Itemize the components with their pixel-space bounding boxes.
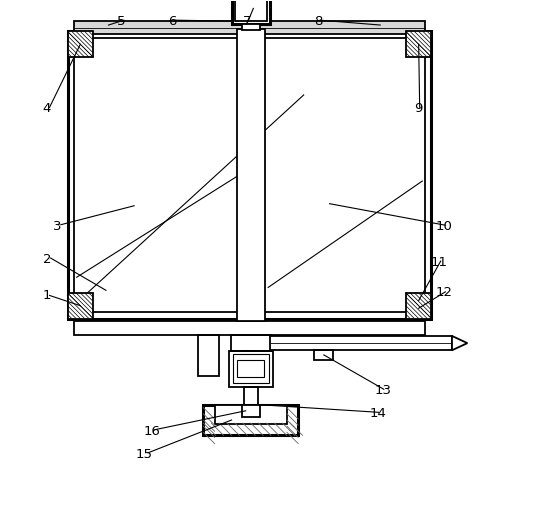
Text: 7: 7 <box>242 15 251 28</box>
Bar <box>68 293 93 319</box>
Bar <box>68 31 93 57</box>
Text: 6: 6 <box>168 15 177 28</box>
Bar <box>204 405 298 435</box>
Text: 16: 16 <box>144 425 160 438</box>
Bar <box>231 336 271 351</box>
Text: 10: 10 <box>436 220 453 233</box>
Text: 12: 12 <box>436 286 453 299</box>
Bar <box>270 336 452 351</box>
Text: 9: 9 <box>415 102 423 115</box>
Bar <box>237 29 265 321</box>
Bar <box>234 0 267 21</box>
Text: 13: 13 <box>374 384 392 397</box>
Text: 2: 2 <box>43 253 51 266</box>
Bar <box>229 351 273 387</box>
Text: 14: 14 <box>369 407 386 420</box>
Bar <box>214 405 287 424</box>
Bar <box>73 21 426 34</box>
Text: 15: 15 <box>136 448 153 461</box>
Text: 8: 8 <box>314 15 323 28</box>
Bar <box>233 354 269 383</box>
Bar <box>68 31 431 319</box>
Text: 4: 4 <box>43 102 51 115</box>
Text: 1: 1 <box>43 289 51 302</box>
Bar <box>232 0 270 24</box>
Bar <box>244 387 258 405</box>
Text: 3: 3 <box>53 220 62 233</box>
Bar <box>241 24 260 30</box>
Polygon shape <box>452 336 467 351</box>
Bar <box>198 336 219 376</box>
Text: 5: 5 <box>117 15 126 28</box>
Bar <box>73 321 426 336</box>
Bar <box>406 31 431 57</box>
Bar <box>73 38 426 313</box>
Bar <box>406 293 431 319</box>
Text: 11: 11 <box>431 255 448 269</box>
Bar <box>241 405 260 417</box>
Bar <box>237 360 265 377</box>
Bar <box>314 351 333 359</box>
